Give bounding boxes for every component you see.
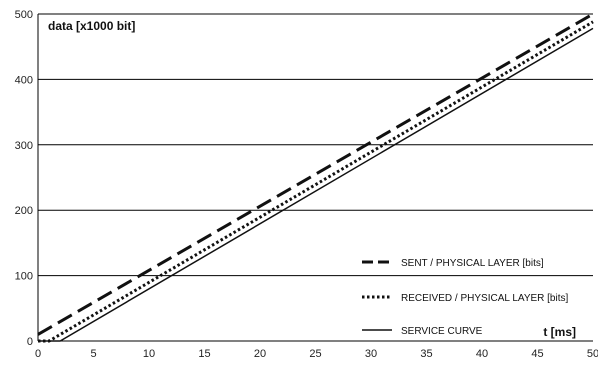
- x-tick-label: 50: [587, 348, 598, 360]
- legend-label-0: SENT / PHYSICAL LAYER [bits]: [401, 258, 544, 269]
- x-tick-label: 30: [365, 348, 377, 360]
- x-tick-label: 40: [476, 348, 488, 360]
- series-line-0: [37, 12, 594, 336]
- legend-label-1: RECEIVED / PHYSICAL LAYER [bits]: [401, 293, 568, 304]
- series-line-2: [38, 27, 594, 342]
- grid-lines: [37, 13, 593, 342]
- x-tick-label: 15: [198, 348, 210, 360]
- legend: SENT / PHYSICAL LAYER [bits] RECEIVED / P…: [362, 258, 568, 337]
- y-tick-label: 100: [15, 271, 33, 283]
- x-tick-label: 45: [531, 348, 543, 360]
- x-tick-label: 0: [35, 348, 41, 360]
- x-tick-label: 5: [90, 348, 96, 360]
- y-axis-label: data [x1000 bit]: [48, 19, 135, 33]
- x-tick-label: 20: [254, 348, 266, 360]
- x-tick-labels: 0 5 10 15 20 25 30 35 40 45 50: [35, 348, 598, 360]
- x-tick-label: 35: [420, 348, 432, 360]
- y-tick-label: 400: [15, 74, 33, 86]
- y-tick-label: 0: [27, 336, 33, 348]
- y-tick-label: 200: [15, 205, 33, 217]
- x-axis-label: t [ms]: [543, 325, 576, 339]
- x-tick-label: 10: [143, 348, 155, 360]
- y-tick-label: 500: [15, 9, 33, 21]
- y-tick-label: 300: [15, 140, 33, 152]
- series-lines: [37, 12, 594, 343]
- y-tick-labels: 0 100 200 300 400 500: [15, 9, 33, 348]
- legend-label-2: SERVICE CURVE: [401, 326, 483, 337]
- x-tick-label: 25: [309, 348, 321, 360]
